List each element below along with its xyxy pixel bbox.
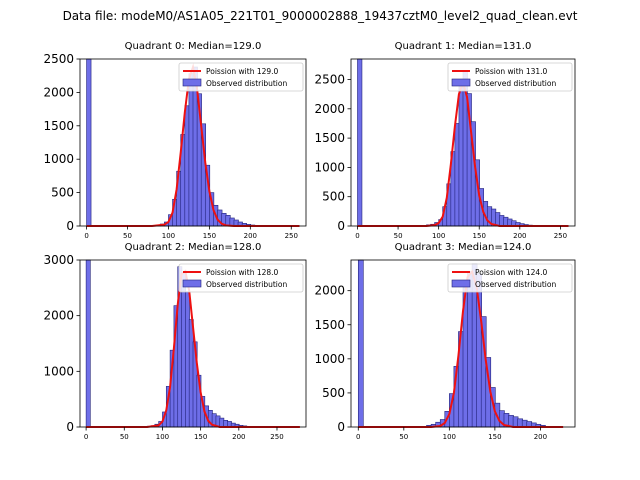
x-tick-label: 100: [432, 232, 445, 240]
axes-frame: [79, 259, 307, 428]
y-tick-label: 1000: [43, 364, 74, 378]
x-tick-label: 50: [399, 433, 408, 441]
figure-title: Data file: modeM0/AS1A05_221T01_90000028…: [63, 9, 578, 23]
x-tick-label: 150: [473, 232, 486, 240]
x-tick-label: 50: [394, 232, 403, 240]
x-tick-label: 200: [534, 433, 547, 441]
histogram-bar: [86, 58, 92, 227]
legend-fit-label: Poission with 131.0: [475, 67, 548, 76]
y-tick-label: 2500: [314, 73, 345, 87]
legend-fit-label: Poission with 129.0: [206, 67, 279, 76]
legend: Poission with 124.0 Observed distribution: [447, 263, 573, 293]
legend-observed-label: Observed distribution: [475, 280, 556, 289]
legend: Poission with 131.0 Observed distribution: [447, 62, 573, 92]
y-tick-label: 2000: [43, 309, 74, 323]
x-tick-label: 200: [244, 232, 257, 240]
legend: Poission with 129.0 Observed distribution: [178, 62, 304, 92]
axes-frame: [79, 58, 307, 227]
y-tick-label: 500: [322, 386, 345, 400]
x-tick-label: 100: [162, 232, 175, 240]
y-tick-label: 2000: [314, 284, 345, 298]
y-tick-label: 500: [322, 190, 345, 204]
x-tick-label: 150: [194, 433, 207, 441]
panel-title: Quadrant 1: Median=131.0: [395, 41, 532, 52]
y-tick-label: 1000: [314, 160, 345, 174]
x-tick-label: 200: [232, 433, 245, 441]
x-tick-label: 100: [156, 433, 169, 441]
legend-observed-label: Observed distribution: [475, 79, 556, 88]
legend-bar-swatch: [182, 279, 202, 288]
y-tick-label: 1000: [314, 352, 345, 366]
x-tick-label: 50: [123, 232, 132, 240]
x-tick-label: 250: [270, 433, 283, 441]
y-tick-label: 0: [337, 420, 345, 434]
legend-box: [447, 263, 573, 293]
x-tick-label: 0: [84, 232, 88, 240]
y-tick-label: 1500: [43, 119, 74, 133]
legend-box: [447, 62, 573, 92]
x-tick-label: 200: [513, 232, 526, 240]
panel-title: Quadrant 2: Median=128.0: [125, 242, 262, 253]
y-tick-label: 1000: [43, 152, 74, 166]
y-tick-label: 2000: [43, 85, 74, 99]
x-tick-label: 250: [285, 232, 298, 240]
legend-bar-swatch: [451, 78, 471, 87]
legend-box: [178, 62, 304, 92]
legend-observed-label: Observed distribution: [206, 280, 287, 289]
x-tick-label: 100: [443, 433, 456, 441]
panel-title: Quadrant 3: Median=124.0: [395, 242, 532, 253]
x-tick-label: 150: [203, 232, 216, 240]
legend-bar-swatch: [451, 279, 471, 288]
x-tick-label: 0: [356, 433, 360, 441]
quadrant-0-plot: 0 50 100 150 200 25005001000150020002500Quadr…: [43, 41, 307, 240]
x-tick-label: 250: [554, 232, 567, 240]
histogram-bar: [357, 259, 364, 428]
y-tick-label: 0: [337, 219, 345, 233]
legend-observed-label: Observed distribution: [206, 79, 287, 88]
y-tick-label: 0: [66, 219, 74, 233]
axes-frame: [350, 259, 576, 428]
y-tick-label: 2500: [43, 52, 74, 66]
panel-title: Quadrant 0: Median=129.0: [125, 41, 262, 52]
legend-box: [178, 263, 304, 293]
legend-fit-label: Poission with 128.0: [206, 268, 279, 277]
x-tick-label: 0: [355, 232, 359, 240]
y-tick-label: 1500: [314, 131, 345, 145]
x-tick-label: 150: [488, 433, 501, 441]
axes-frame: [350, 58, 576, 227]
y-tick-label: 500: [51, 186, 74, 200]
y-tick-label: 3000: [43, 253, 74, 267]
histogram-bar: [85, 259, 91, 428]
legend-bar-swatch: [182, 78, 202, 87]
y-tick-label: 0: [66, 420, 74, 434]
x-tick-label: 50: [120, 433, 129, 441]
panels: 0 50 100 150 200 25005001000150020002500Quadr…: [43, 41, 576, 441]
quadrant-2-plot: 0 50 100 150 200 250 0 1000 2000 3000 Quadrant 2: …: [43, 242, 307, 441]
legend: Poission with 128.0 Observed distribution: [178, 263, 304, 293]
y-tick-label: 2000: [314, 102, 345, 116]
histogram-bar: [357, 58, 363, 227]
x-tick-label: 0: [84, 433, 88, 441]
quadrant-1-plot: 0 50 100 150 200 25005001000150020002500Quadr…: [314, 41, 576, 240]
y-tick-label: 1500: [314, 318, 345, 332]
legend-fit-label: Poission with 124.0: [475, 268, 548, 277]
